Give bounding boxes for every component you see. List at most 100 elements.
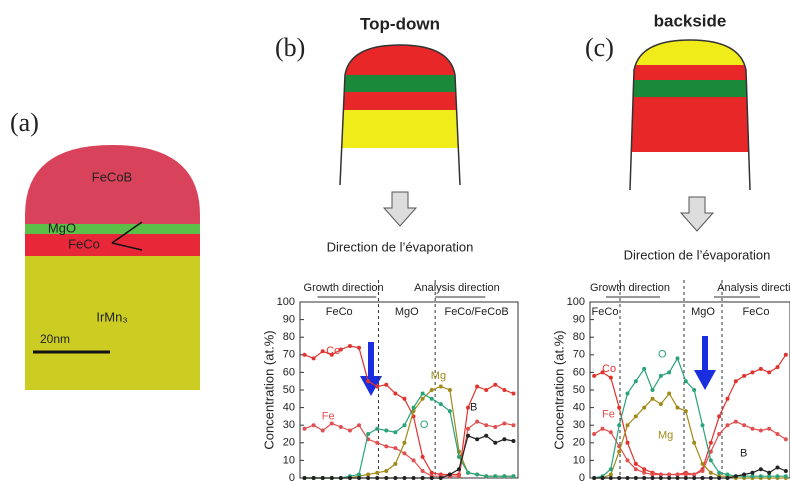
y-tick-label: 100	[567, 296, 585, 308]
data-point	[475, 437, 480, 442]
data-point	[692, 440, 697, 445]
data-point	[311, 356, 316, 361]
data-point	[402, 423, 407, 428]
data-point	[493, 424, 498, 429]
region-label: FeCo/FeCoB	[444, 306, 508, 318]
y-axis-label: Concentration (at.%)	[551, 330, 566, 449]
data-point	[642, 405, 647, 410]
data-point	[642, 467, 647, 472]
data-point	[429, 388, 434, 392]
data-point	[683, 476, 688, 480]
data-point	[750, 470, 755, 475]
data-point	[725, 423, 730, 428]
scale-bar-label: 20nm	[40, 332, 70, 346]
data-point	[775, 432, 780, 436]
data-point	[650, 472, 655, 477]
y-axis-label: Concentration (at.%)	[261, 330, 276, 449]
y-tick-label: 90	[283, 314, 295, 326]
data-point	[592, 476, 597, 480]
series-label: Mg	[658, 430, 673, 442]
data-point	[658, 402, 663, 407]
y-tick-label: 80	[573, 331, 585, 343]
data-point	[475, 419, 480, 424]
data-point	[658, 476, 663, 480]
data-point	[438, 476, 443, 480]
data-point	[675, 356, 680, 361]
sample-dome	[25, 145, 200, 390]
tip-title: backside	[654, 11, 727, 30]
data-point	[633, 461, 638, 466]
data-point	[311, 476, 316, 480]
series-line	[594, 356, 786, 479]
series-label: Fe	[322, 410, 335, 422]
series-label: O	[420, 419, 429, 431]
series-line	[304, 345, 514, 476]
data-point	[642, 366, 647, 371]
layer-label: MgO	[48, 220, 76, 235]
data-point	[511, 391, 516, 396]
data-point	[420, 476, 425, 480]
series-line	[593, 354, 787, 476]
data-point	[775, 365, 780, 370]
data-point	[420, 468, 425, 473]
data-point	[733, 419, 738, 424]
data-point	[466, 470, 471, 475]
panel-label: (a)	[10, 108, 39, 137]
series-label: Co	[326, 345, 340, 357]
highlight-arrow	[360, 342, 382, 396]
data-point	[667, 391, 672, 396]
data-point	[375, 470, 380, 475]
data-point	[683, 379, 688, 384]
data-point	[633, 379, 638, 384]
data-point	[320, 428, 325, 433]
data-point	[667, 476, 672, 480]
data-point	[783, 437, 788, 442]
data-point	[329, 421, 334, 426]
data-point	[393, 391, 398, 396]
data-point	[758, 428, 763, 433]
data-point	[384, 444, 389, 449]
data-point	[375, 426, 380, 431]
region-label: FeCo	[743, 306, 770, 318]
data-point	[384, 476, 389, 480]
data-point	[502, 437, 507, 442]
data-point	[438, 402, 443, 407]
tip-title: Top-down	[360, 14, 440, 33]
data-point	[347, 344, 352, 348]
data-point	[625, 440, 630, 445]
data-point	[484, 423, 489, 428]
data-point	[429, 476, 434, 480]
data-point	[742, 472, 747, 477]
data-point	[708, 449, 713, 454]
data-point	[675, 405, 680, 410]
data-point	[466, 433, 471, 438]
data-point	[633, 476, 638, 480]
data-point	[502, 474, 507, 479]
data-point	[633, 414, 638, 419]
data-point	[608, 375, 613, 380]
data-point	[456, 474, 461, 479]
data-point	[320, 476, 325, 480]
data-point	[725, 396, 730, 401]
data-point	[608, 467, 613, 472]
highlight-arrow	[694, 336, 716, 390]
y-tick-label: 50	[573, 384, 585, 396]
y-tick-label: 60	[573, 366, 585, 378]
growth-label: Growth direction	[590, 282, 670, 294]
data-point	[700, 423, 705, 428]
data-point	[456, 467, 461, 472]
data-point	[347, 428, 352, 433]
data-point	[357, 423, 362, 428]
data-point	[411, 405, 416, 410]
y-tick-label: 30	[283, 419, 295, 431]
data-point	[650, 476, 655, 480]
data-point	[447, 409, 452, 414]
layer-label: IrMn₃	[96, 309, 127, 324]
data-point	[375, 476, 380, 480]
data-point	[393, 430, 398, 435]
panel-label: (c)	[585, 33, 614, 62]
data-point	[758, 366, 763, 371]
data-point	[625, 423, 630, 428]
data-point	[393, 476, 398, 480]
y-tick-label: 10	[573, 454, 585, 466]
